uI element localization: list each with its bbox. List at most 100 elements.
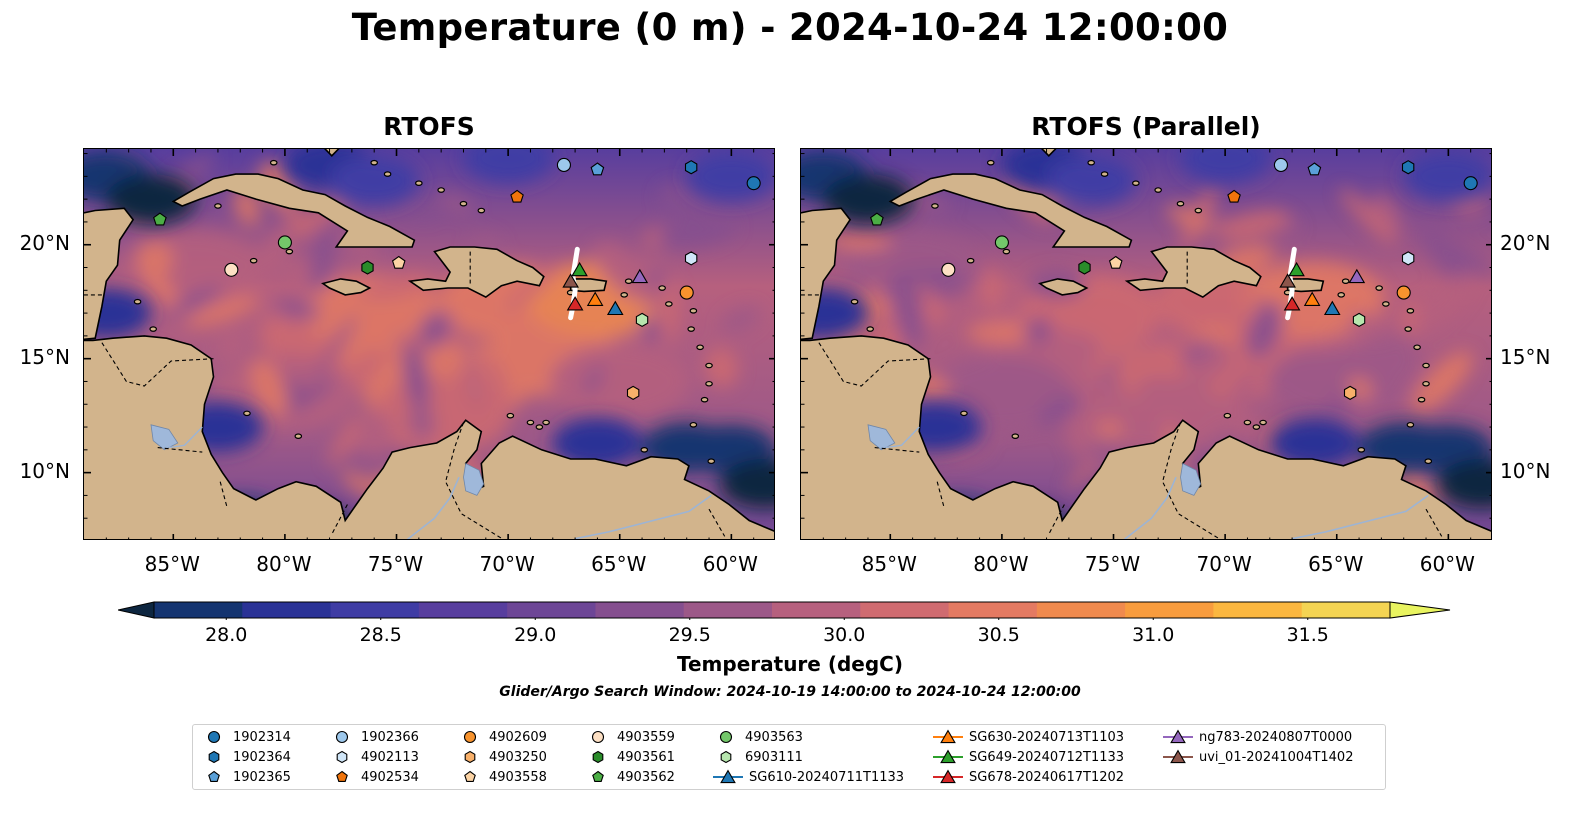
legend-item-4903563: 4903563: [713, 728, 803, 746]
x-tick-label: 80°W: [256, 552, 312, 576]
glider-SG610-20240711T1133[interactable]: [1323, 300, 1341, 316]
island: [966, 257, 975, 264]
y-tick-label-left: 20°N: [19, 230, 70, 255]
argo-float-4903563[interactable]: [994, 235, 1009, 250]
island: [931, 203, 939, 209]
island: [1404, 326, 1412, 332]
argo-hexagon-icon: [592, 750, 604, 764]
legend-label: 1902365: [233, 769, 291, 785]
temperature-colorbar: [118, 601, 1451, 620]
land-cuba: [888, 173, 1133, 248]
island: [689, 421, 698, 428]
argo-float-6903111[interactable]: [635, 312, 649, 328]
legend-item-4902534: 4902534: [329, 768, 419, 786]
argo-pentagon-icon: [208, 770, 220, 782]
river: [406, 476, 460, 539]
island: [1422, 380, 1430, 387]
argo-float-1902364[interactable]: [1401, 160, 1415, 175]
glider-uvi_01-20241004T1402[interactable]: [1279, 273, 1296, 288]
argo-float-4903563[interactable]: [277, 235, 292, 250]
argo-float-4902113[interactable]: [684, 251, 698, 266]
colorbar-segment: [242, 602, 332, 618]
island: [707, 458, 716, 465]
argo-float-4903250[interactable]: [626, 385, 640, 401]
argo-float-6903111[interactable]: [1352, 312, 1366, 328]
y-tick-label-left: 15°N: [19, 344, 70, 369]
glider-SG630-20240713T1103[interactable]: [1303, 291, 1321, 306]
glider-ng783-20240807T0000[interactable]: [631, 268, 649, 284]
island: [850, 298, 859, 305]
argo-float-4903562[interactable]: [870, 212, 884, 226]
island: [133, 298, 142, 305]
map-panel-rtofs-parallel[interactable]: [800, 148, 1492, 540]
land-cuba: [171, 173, 416, 248]
argo-float-1902365[interactable]: [590, 162, 605, 176]
legend-label: 1902314: [233, 729, 291, 745]
legend-label: 4903563: [745, 729, 803, 745]
argo-float-1902364[interactable]: [684, 160, 698, 175]
legend-label: 4903559: [617, 729, 675, 745]
legend-item-4903561: 4903561: [585, 748, 675, 766]
argo-float-4902534[interactable]: [510, 189, 524, 203]
legend-item-4902609: 4902609: [457, 728, 547, 746]
argo-float-4902534[interactable]: [1227, 189, 1241, 203]
argo-float-1902365[interactable]: [1307, 162, 1322, 176]
glider-SG649-20240712T1133[interactable]: [571, 261, 588, 277]
glider-SG678-20240617T1202[interactable]: [1283, 296, 1301, 311]
island: [415, 180, 423, 186]
river: [885, 426, 920, 449]
argo-float-4903559[interactable]: [224, 262, 239, 277]
colorbar-segment: [948, 602, 1038, 618]
colorbar-segment: [595, 602, 685, 618]
axis-ticks: [801, 149, 1491, 539]
x-tick-label: 60°W: [1419, 552, 1475, 576]
colorbar-segment: [772, 602, 861, 618]
legend: 1902314 1902364 1902365 1902366 4902113 49025…: [192, 724, 1386, 790]
glider-SG630-20240713T1103[interactable]: [586, 291, 604, 306]
argo-float-4903562[interactable]: [153, 212, 167, 226]
argo-float-1902314[interactable]: [746, 176, 761, 191]
island: [249, 257, 258, 264]
argo-circle-icon: [719, 730, 733, 744]
argo-float-4903561[interactable]: [1078, 260, 1091, 275]
argo-float-4902113[interactable]: [1401, 251, 1415, 266]
legend-label: 4903561: [617, 749, 675, 765]
glider-SG610-20240711T1133[interactable]: [606, 300, 624, 316]
colorbar-segment: [418, 602, 508, 618]
glider-uvi_01-20241004T1402[interactable]: [562, 273, 579, 288]
land-masses: [84, 149, 774, 539]
argo-float-4903250[interactable]: [1343, 385, 1357, 401]
country-border: [874, 447, 920, 453]
colorbar-label: Temperature (degC): [677, 652, 903, 676]
x-tick-label: 75°W: [1084, 552, 1141, 576]
argo-float-1902366[interactable]: [556, 157, 571, 173]
colorbar-tick-label: 28.5: [359, 624, 402, 646]
island: [640, 447, 649, 453]
island: [1176, 200, 1185, 207]
legend-label: 4903250: [489, 749, 547, 765]
argo-float-4902609[interactable]: [679, 285, 694, 300]
glider-SG678-20240617T1202[interactable]: [566, 296, 584, 311]
legend-item-4903250: 4903250: [457, 748, 547, 766]
legend-item-4903559: 4903559: [585, 728, 675, 746]
map-panel-rtofs[interactable]: [83, 148, 775, 540]
island: [1417, 396, 1426, 403]
island: [269, 159, 278, 166]
argo-float-4903558[interactable]: [391, 255, 406, 269]
argo-float-4902609[interactable]: [1396, 285, 1411, 300]
argo-float-4903559[interactable]: [941, 262, 956, 277]
colorbar-tick-label: 29.0: [514, 624, 557, 646]
legend-item-1902366: 1902366: [329, 728, 419, 746]
colorbar-segment: [1125, 602, 1214, 618]
argo-float-1902314[interactable]: [1463, 176, 1478, 191]
argo-float-1902366[interactable]: [1273, 157, 1288, 173]
argo-pentagon-icon: [336, 770, 348, 782]
legend-label: ng783-20240807T0000: [1199, 729, 1353, 745]
argo-float-4903561[interactable]: [361, 260, 374, 275]
island: [960, 410, 968, 417]
island: [1259, 419, 1267, 426]
legend-label: 6903111: [745, 749, 803, 765]
glider-ng783-20240807T0000[interactable]: [1348, 268, 1366, 284]
glider-SG649-20240712T1133[interactable]: [1288, 261, 1305, 277]
argo-float-4903558[interactable]: [1108, 255, 1123, 269]
